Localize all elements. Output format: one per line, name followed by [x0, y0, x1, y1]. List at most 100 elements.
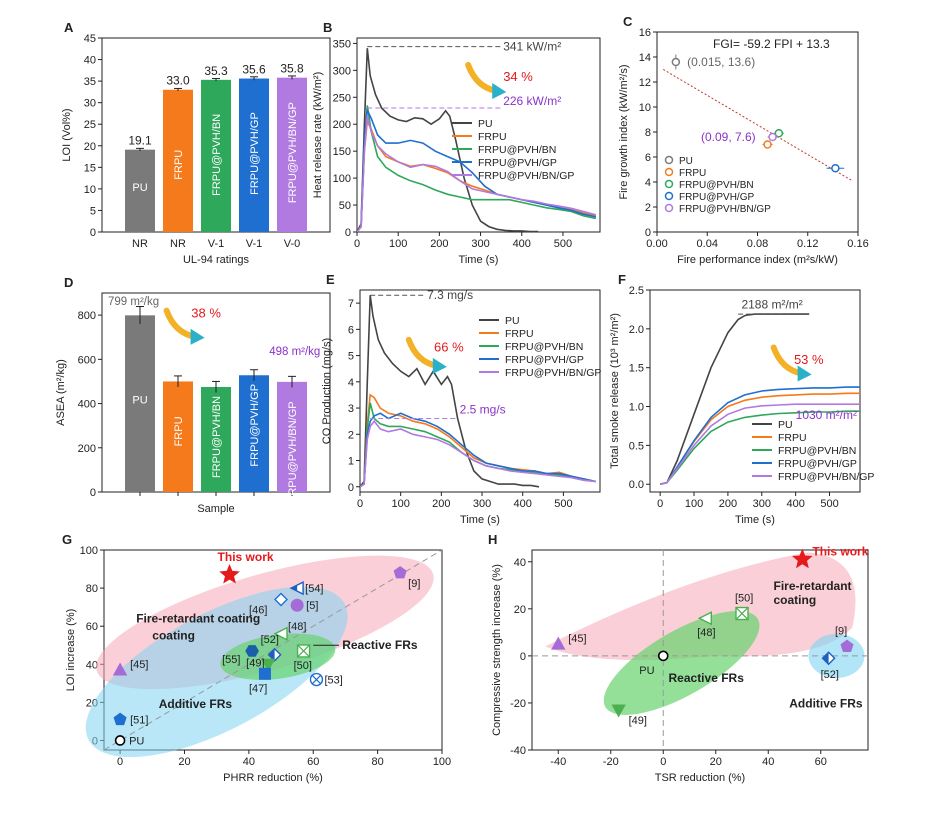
x-tick-label: 0 — [660, 756, 666, 768]
y-tick-label: 6 — [348, 324, 354, 336]
series-line-FRPU@PVH/GP — [660, 386, 860, 485]
data-point-FRPU@PVH/GP — [831, 164, 840, 173]
point-marker — [393, 566, 407, 579]
y-tick-label: 2.5 — [629, 285, 644, 297]
x-tick-label: 100 — [391, 498, 409, 510]
point-label: [48] — [697, 627, 715, 639]
y-tick-label: 4 — [645, 177, 651, 189]
y-tick-label: 10 — [639, 102, 651, 114]
y-tick-label: 600 — [78, 354, 96, 366]
panel-letter: D — [64, 275, 73, 290]
legend-label: FRPU@PVH/GP — [478, 157, 557, 169]
legend-label: PU — [679, 156, 693, 167]
y-tick-label: 0 — [520, 651, 526, 663]
point-annotation: (0.09, 7.6) — [701, 130, 756, 144]
x-tick-label: 400 — [513, 238, 531, 250]
point-marker — [258, 667, 271, 680]
x-tick-label: 100 — [685, 498, 703, 510]
data-point-FRPU@PVH/BN/GP — [768, 132, 777, 142]
y-tick-label: 20 — [514, 604, 526, 616]
y-tick-label: 350 — [333, 38, 351, 50]
panel-letter: G — [62, 532, 72, 547]
point-label: [48] — [288, 621, 306, 633]
bar — [163, 381, 193, 492]
axes-C: 0.00 0.04 0.08 0.12 0.16 0 2 4 6 8 10 12 14 16 Fire pe… — [618, 14, 869, 266]
point-marker — [551, 636, 566, 650]
value-annotation: 799 m²/kg — [108, 296, 159, 308]
y-tick-label: 0 — [90, 487, 96, 499]
diagonal-guide — [103, 549, 443, 751]
series-line-FRPU@PVH/GP — [357, 107, 597, 232]
point-marker — [261, 658, 276, 672]
point-marker — [657, 650, 669, 662]
y-tick-label: 0.0 — [629, 479, 644, 491]
reduction-arrow — [465, 61, 500, 94]
y-tick-label: 7 — [348, 298, 354, 310]
peak-label-pu: 7.3 mg/s — [427, 288, 473, 302]
region-label: Additive FRs — [159, 697, 233, 711]
peak-label-pu: 341 kW/m² — [503, 40, 561, 54]
panel-letter: B — [323, 20, 332, 35]
bar-inner-label: PU — [132, 182, 147, 194]
x-tick-label: 200 — [430, 238, 448, 250]
point-marker — [792, 548, 813, 569]
category-label: V-1 — [246, 238, 263, 250]
y-tick-label: 40 — [514, 557, 526, 569]
x-axis-label: PHRR reduction (%) — [223, 772, 323, 784]
point-marker — [273, 626, 288, 641]
x-tick-label: -20 — [603, 756, 619, 768]
y-tick-label: 2 — [348, 429, 354, 441]
point-label: [50] — [294, 660, 312, 672]
reduction-label: 38 % — [191, 305, 221, 320]
x-tick-label: 0.04 — [697, 238, 718, 250]
legend-label: FRPU — [478, 131, 507, 143]
x-tick-label: 400 — [786, 498, 804, 510]
point-label: PU — [639, 665, 654, 677]
x-tick-label: 100 — [433, 756, 451, 768]
legend-marker — [664, 191, 674, 201]
value-annotation: 498 m²/kg — [269, 346, 320, 358]
y-tick-label: 12 — [639, 77, 651, 89]
legend-label: FRPU@PVH/BN/GP — [679, 204, 771, 215]
x-axis-label: Time (s) — [460, 514, 500, 526]
x-tick-label: 20 — [710, 756, 722, 768]
data-point-FRPU — [763, 140, 772, 149]
x-tick-label: 60 — [815, 756, 827, 768]
x-tick-label: 500 — [820, 498, 838, 510]
bar-value-label: 33.0 — [166, 74, 190, 88]
panel-letter: A — [64, 20, 74, 35]
y-axis-label: LOI (Vol%) — [61, 108, 73, 161]
category-label: V-0 — [284, 238, 301, 250]
panel-letter: F — [618, 272, 626, 287]
y-tick-label: 80 — [86, 583, 98, 595]
x-axis-label: Time (s) — [735, 514, 775, 526]
point-label: [49] — [246, 657, 264, 669]
x-tick-label: 60 — [307, 756, 319, 768]
y-axis-label: LOI increase (%) — [65, 609, 77, 692]
legend-label: FRPU — [778, 432, 807, 444]
legend-label: FRPU@PVH/BN — [478, 144, 556, 156]
point-label: [53] — [324, 675, 342, 687]
y-tick-label: 40 — [84, 55, 96, 67]
y-tick-label: 0.5 — [629, 440, 644, 452]
point-marker-cross — [735, 607, 749, 620]
x-axis-label: Time (s) — [459, 254, 499, 266]
legend-label: FRPU@PVH/BN/GP — [505, 367, 601, 379]
y-tick-label: 250 — [333, 92, 351, 104]
legend-label: PU — [505, 315, 520, 327]
legend-label: FRPU@PVH/BN — [679, 180, 754, 191]
bar-inner-label: FRPU@PVH/GP — [249, 112, 261, 195]
region-label: Reactive FRs — [669, 671, 745, 685]
y-axis-label: Fire growth index (kW/m²/s) — [618, 64, 630, 199]
y-tick-label: 6 — [645, 152, 651, 164]
bar — [277, 381, 307, 492]
y-tick-label: 2 — [645, 202, 651, 214]
y-axis-label: Heat release rate (kW/m²) — [312, 72, 324, 199]
point-label: [5] — [306, 600, 318, 612]
point-marker — [114, 735, 126, 746]
legend-label: FRPU@PVH/GP — [778, 458, 857, 470]
panel-letter: C — [623, 14, 633, 29]
fit-line — [663, 69, 852, 181]
bar — [201, 386, 231, 492]
axes-A: 0 5 10 15 20 25 30 35 40 45 UL-94 ratings LOI (Vol%… — [61, 20, 331, 266]
